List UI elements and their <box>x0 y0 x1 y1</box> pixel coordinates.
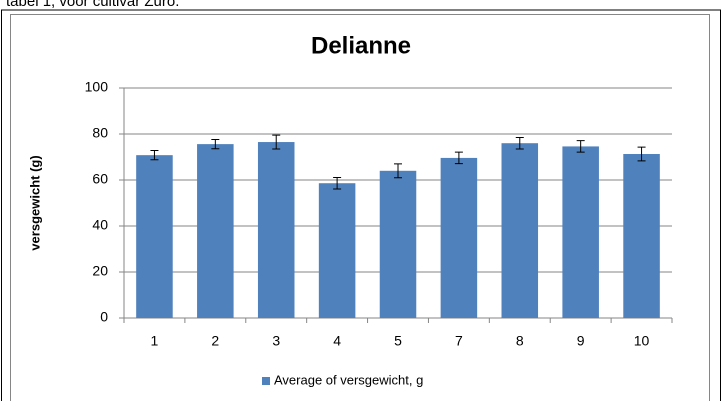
bar <box>318 183 356 318</box>
y-tick-label: 40 <box>92 217 108 233</box>
error-bar <box>333 176 342 190</box>
bar <box>562 146 599 318</box>
bar <box>623 154 660 318</box>
y-tick-label: 80 <box>92 125 108 141</box>
error-bar <box>515 136 524 150</box>
bar <box>379 170 417 318</box>
x-tick-label: 9 <box>577 333 585 349</box>
x-tick-label: 8 <box>516 333 524 349</box>
error-bar <box>576 140 585 153</box>
x-tick-label: 2 <box>211 333 219 349</box>
bar <box>197 144 234 318</box>
bar <box>257 142 295 318</box>
error-bar <box>637 146 646 162</box>
chart-title: Delianne <box>311 32 411 59</box>
chart-frame <box>10 14 710 401</box>
y-tick-label: 100 <box>85 79 109 95</box>
x-tick-label: 10 <box>634 333 650 349</box>
error-bar <box>394 163 402 179</box>
x-tick-label: 5 <box>394 333 402 349</box>
x-tick-label: 4 <box>333 333 341 349</box>
legend-label: Average of versgewicht, g <box>274 372 423 387</box>
bar <box>440 157 478 318</box>
x-tick-label: 1 <box>151 333 159 349</box>
legend-swatch <box>262 377 270 385</box>
error-bar <box>454 151 463 165</box>
y-tick-label: 0 <box>100 309 108 325</box>
y-tick-label: 60 <box>92 171 108 187</box>
bar <box>136 155 173 318</box>
y-axis-label: versgewicht (g) <box>27 155 42 250</box>
x-tick-label: 3 <box>272 333 280 349</box>
error-bar <box>150 150 159 161</box>
bar <box>501 143 539 318</box>
y-tick-label: 20 <box>92 263 108 279</box>
error-bar <box>211 139 220 150</box>
error-bar <box>272 134 281 150</box>
x-tick-label: 7 <box>455 333 463 349</box>
caption: tabel 1, voor cultivar Zuro. <box>6 0 179 10</box>
